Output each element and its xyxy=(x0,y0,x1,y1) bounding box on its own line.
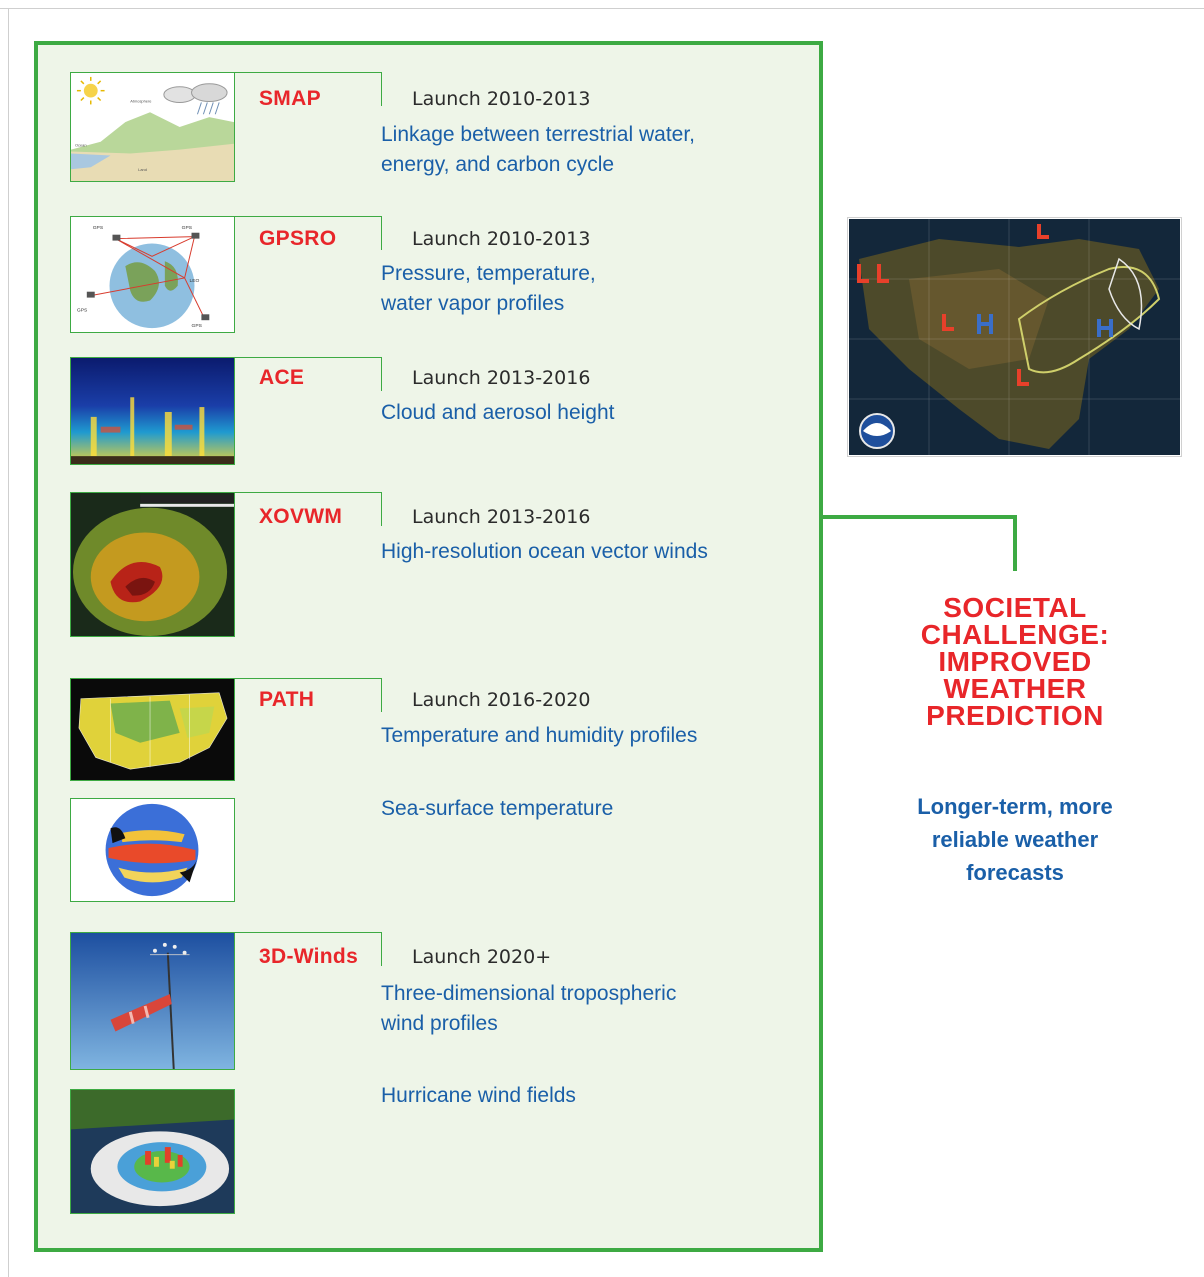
smap-land-label: Land xyxy=(138,167,147,172)
3d-winds-description: Three-dimensional tropospheric wind prof… xyxy=(381,982,677,1035)
path-description: Temperature and humidity profiles xyxy=(381,724,698,747)
xovwm-name: XOVWM xyxy=(259,505,343,528)
gpsro-gps-label-4: GPS xyxy=(192,323,203,329)
page-border-left xyxy=(8,8,9,1277)
gpsro-gps-label-3: GPS xyxy=(77,307,88,313)
path-launch: Launch 2016-2020 xyxy=(412,689,591,711)
xovwm-launch: Launch 2013-2016 xyxy=(412,506,591,528)
ace-image xyxy=(70,357,235,465)
path-name: PATH xyxy=(259,688,315,711)
gpsro-gps-label-2: GPS xyxy=(182,225,193,231)
connector-line-vertical xyxy=(1013,515,1017,571)
smap-launch: Launch 2010-2013 xyxy=(412,88,591,110)
gpsro-leo-label: LEO xyxy=(190,278,200,284)
xovwm-description: High-resolution ocean vector winds xyxy=(381,540,708,563)
3d-winds-name: 3D-Winds xyxy=(259,945,359,968)
xovwm-bracket xyxy=(235,492,382,526)
sea-surface-image xyxy=(70,798,235,902)
ace-bracket xyxy=(235,357,382,391)
hurricane-description: Hurricane wind fields xyxy=(381,1084,576,1107)
gpsro-bracket xyxy=(235,216,382,250)
smap-name: SMAP xyxy=(259,87,321,110)
sea-surface-description: Sea-surface temperature xyxy=(381,797,614,820)
smap-atmosphere-label: Atmosphere xyxy=(130,98,151,103)
gpsro-launch: Launch 2010-2013 xyxy=(412,228,591,250)
ace-description: Cloud and aerosol height xyxy=(381,401,615,424)
challenge-subtitle: Longer-term, more reliable weather forec… xyxy=(917,794,1113,885)
ace-name: ACE xyxy=(259,366,305,389)
smap-image: Atmosphere Ocean Land xyxy=(70,72,235,182)
challenge-title: SOCIETAL CHALLENGE: IMPROVED WEATHER PRE… xyxy=(920,592,1110,731)
xovwm-image xyxy=(70,492,235,637)
connector-line-horizontal xyxy=(819,515,1017,519)
page-border-top xyxy=(0,8,1204,9)
smap-description: Linkage between terrestrial water, energ… xyxy=(381,123,696,176)
3d-winds-image xyxy=(70,932,235,1070)
gpsro-name: GPSRO xyxy=(259,227,337,250)
3d-winds-bracket xyxy=(235,932,382,966)
smap-bracket xyxy=(235,72,382,106)
gpsro-description: Pressure, temperature, water vapor profi… xyxy=(381,262,596,315)
path-bracket xyxy=(235,678,382,712)
smap-ocean-label: Ocean xyxy=(75,143,87,148)
3d-winds-launch: Launch 2020+ xyxy=(412,946,552,968)
ace-launch: Launch 2013-2016 xyxy=(412,367,591,389)
gpsro-image: GPS GPS GPS GPS LEO xyxy=(70,216,235,333)
hurricane-image xyxy=(70,1089,235,1214)
path-image xyxy=(70,678,235,781)
gpsro-gps-label-1: GPS xyxy=(93,225,104,231)
weather-map-image xyxy=(848,218,1181,456)
